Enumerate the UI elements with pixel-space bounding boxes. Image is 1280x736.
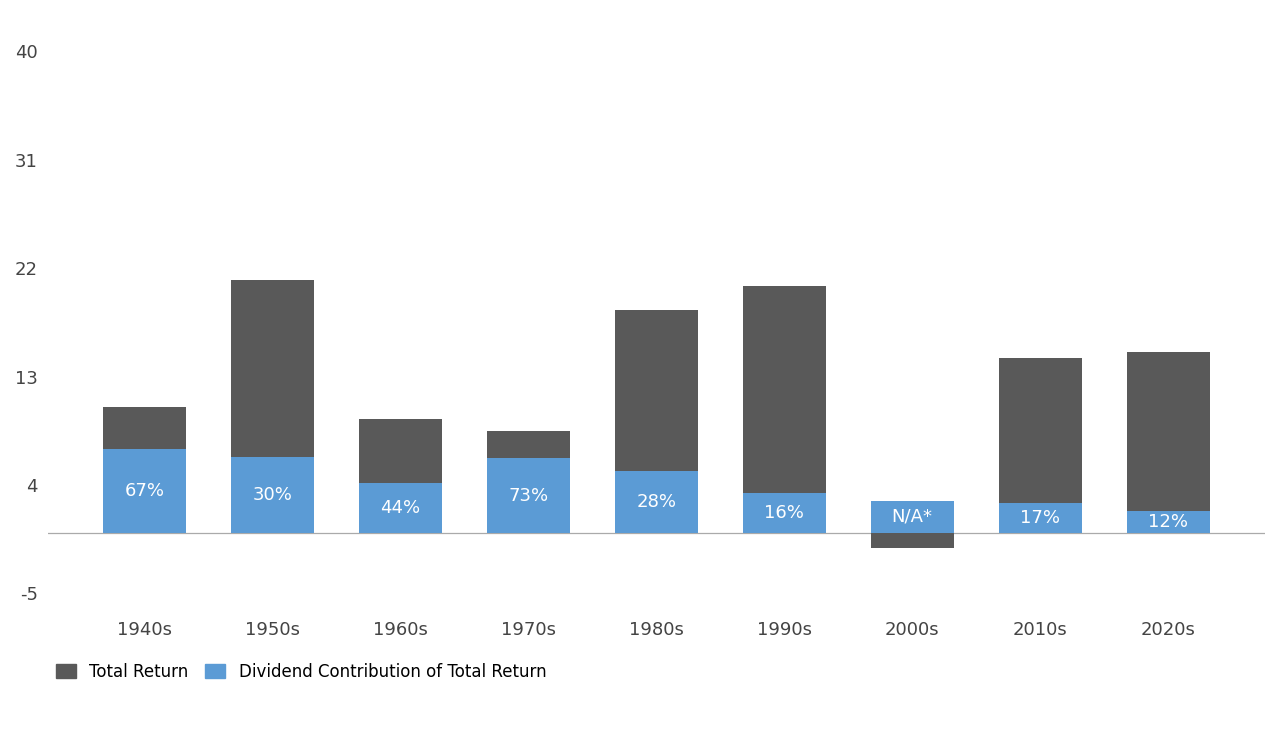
Text: 67%: 67% — [124, 482, 165, 500]
Bar — [998, 358, 1082, 533]
Text: 30%: 30% — [252, 486, 293, 504]
Bar — [870, 533, 954, 548]
Bar — [870, 500, 954, 533]
Text: 17%: 17% — [1020, 509, 1060, 527]
Bar — [742, 286, 826, 533]
Bar — [486, 459, 570, 533]
Text: 28%: 28% — [636, 493, 676, 511]
Text: 44%: 44% — [380, 499, 421, 517]
Bar — [358, 483, 442, 533]
Text: 16%: 16% — [764, 504, 804, 523]
Bar — [104, 449, 186, 533]
Bar — [1126, 353, 1210, 533]
Bar — [614, 311, 698, 533]
Bar — [230, 280, 314, 533]
Bar — [1126, 512, 1210, 533]
Bar — [486, 431, 570, 533]
Bar — [742, 493, 826, 533]
Text: 12%: 12% — [1148, 513, 1188, 531]
Bar — [998, 503, 1082, 533]
Bar — [104, 407, 186, 533]
Bar — [230, 457, 314, 533]
Text: N/A*: N/A* — [892, 508, 933, 526]
Legend: Total Return, Dividend Contribution of Total Return: Total Return, Dividend Contribution of T… — [56, 662, 547, 681]
Text: 73%: 73% — [508, 486, 549, 505]
Bar — [358, 419, 442, 533]
Bar — [614, 470, 698, 533]
